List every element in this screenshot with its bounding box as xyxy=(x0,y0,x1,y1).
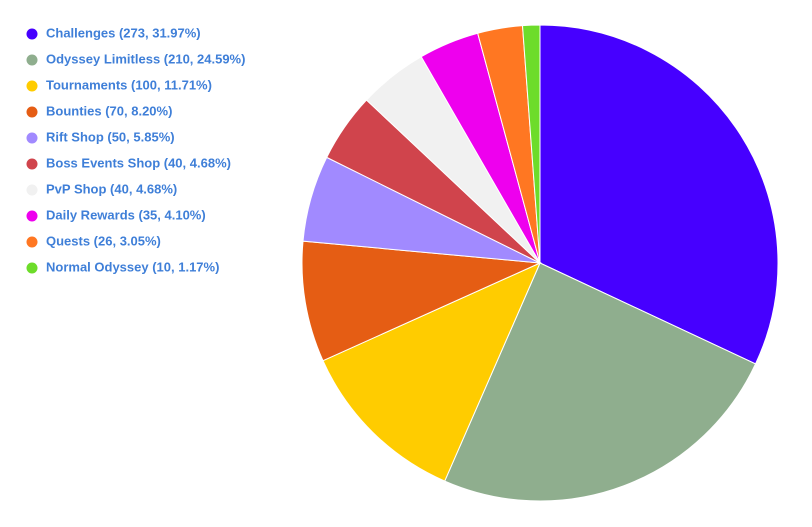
legend-marker xyxy=(26,210,38,222)
legend-marker xyxy=(26,236,38,248)
legend-label: Challenges (273, 31.97%) xyxy=(46,25,201,40)
legend-marker xyxy=(26,158,38,170)
pie-slice xyxy=(301,240,542,362)
legend-label: Bounties (70, 8.20%) xyxy=(46,103,172,118)
legend-marker xyxy=(26,262,38,274)
legend-marker xyxy=(26,106,38,118)
pie-slice xyxy=(521,24,541,264)
legend-label: Normal Odyssey (10, 1.17%) xyxy=(46,259,219,274)
pie-slice xyxy=(539,24,779,365)
pie-slice xyxy=(322,262,541,482)
legend-label: Tournaments (100, 11.71%) xyxy=(46,77,212,92)
legend-marker xyxy=(26,28,38,40)
pie-slice xyxy=(444,262,757,502)
legend-marker xyxy=(26,80,38,92)
legend-label: Rift Shop (50, 5.85%) xyxy=(46,129,175,144)
legend-marker xyxy=(26,132,38,144)
legend-label: Quests (26, 3.05%) xyxy=(46,233,161,248)
legend-label: Daily Rewards (35, 4.10%) xyxy=(46,207,206,222)
legend-label: Odyssey Limitless (210, 24.59%) xyxy=(46,51,245,66)
legend-label: Boss Events Shop (40, 4.68%) xyxy=(46,155,231,170)
legend-label: PvP Shop (40, 4.68%) xyxy=(46,181,177,196)
legend-marker xyxy=(26,54,38,66)
legend-marker xyxy=(26,184,38,196)
